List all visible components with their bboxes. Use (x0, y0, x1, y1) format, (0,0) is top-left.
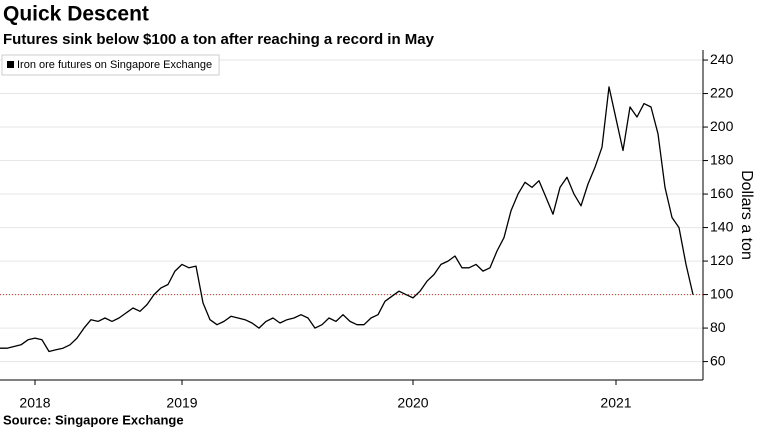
chart-subtitle: Futures sink below $100 a ton after reac… (3, 31, 435, 48)
y-tick-label: 120 (710, 252, 734, 268)
x-tick-label: 2020 (397, 395, 428, 411)
legend-box (1, 54, 220, 76)
y-axis-title: Dollars a ton (738, 170, 755, 260)
y-tick-label: 60 (710, 352, 726, 368)
x-tick-label: 2021 (600, 395, 631, 411)
legend-swatch (7, 61, 14, 68)
legend-label: Iron ore futures on Singapore Exchange (17, 59, 212, 71)
x-tick-label: 2019 (166, 395, 197, 411)
chart-title: Quick Descent (3, 3, 149, 26)
x-tick-label: 2018 (19, 395, 50, 411)
y-tick-label: 140 (710, 218, 734, 234)
source-note: Source: Singapore Exchange (3, 412, 184, 427)
line-series (0, 86, 694, 353)
y-tick-label: 80 (710, 319, 726, 335)
y-tick-label: 200 (710, 118, 734, 134)
y-tick-label: 220 (710, 84, 734, 100)
legend: Iron ore futures on Singapore Exchange (1, 54, 220, 76)
y-tick-label: 240 (710, 51, 734, 67)
y-tick-label: 160 (710, 185, 734, 201)
y-tick-label: 100 (710, 285, 734, 301)
y-tick-label: 180 (710, 151, 734, 167)
plot-area (0, 50, 703, 380)
